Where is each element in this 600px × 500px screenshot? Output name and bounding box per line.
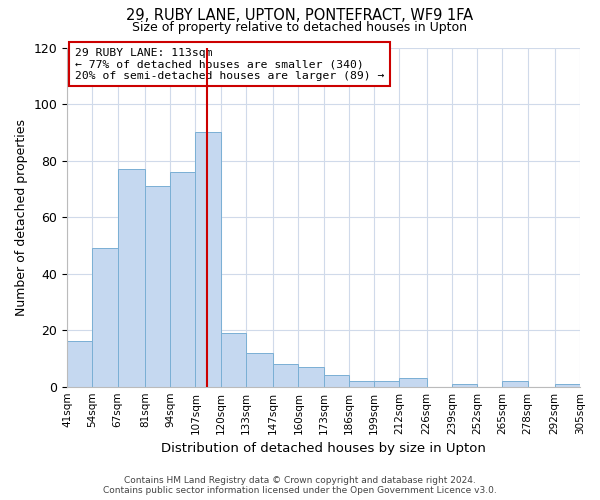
Bar (221, 333, 246, 386)
Bar (298, 367, 323, 386)
Bar (555, 384, 580, 386)
X-axis label: Distribution of detached houses by size in Upton: Distribution of detached houses by size … (161, 442, 486, 455)
Bar (452, 384, 477, 386)
Bar (374, 381, 400, 386)
Bar (92, 248, 118, 386)
Text: Contains HM Land Registry data © Crown copyright and database right 2024.
Contai: Contains HM Land Registry data © Crown c… (103, 476, 497, 495)
Bar (323, 376, 349, 386)
Text: 29, RUBY LANE, UPTON, PONTEFRACT, WF9 1FA: 29, RUBY LANE, UPTON, PONTEFRACT, WF9 1F… (127, 8, 473, 22)
Bar (118, 169, 145, 386)
Y-axis label: Number of detached properties: Number of detached properties (15, 118, 28, 316)
Text: 29 RUBY LANE: 113sqm
← 77% of detached houses are smaller (340)
20% of semi-deta: 29 RUBY LANE: 113sqm ← 77% of detached h… (75, 48, 384, 80)
Bar (145, 186, 170, 386)
Bar (502, 381, 527, 386)
Text: Size of property relative to detached houses in Upton: Size of property relative to detached ho… (133, 21, 467, 34)
Bar (273, 364, 298, 386)
Bar (246, 353, 273, 386)
Bar (170, 172, 196, 386)
Bar (67, 342, 92, 386)
Bar (400, 378, 427, 386)
Bar (196, 132, 221, 386)
Bar (349, 381, 374, 386)
